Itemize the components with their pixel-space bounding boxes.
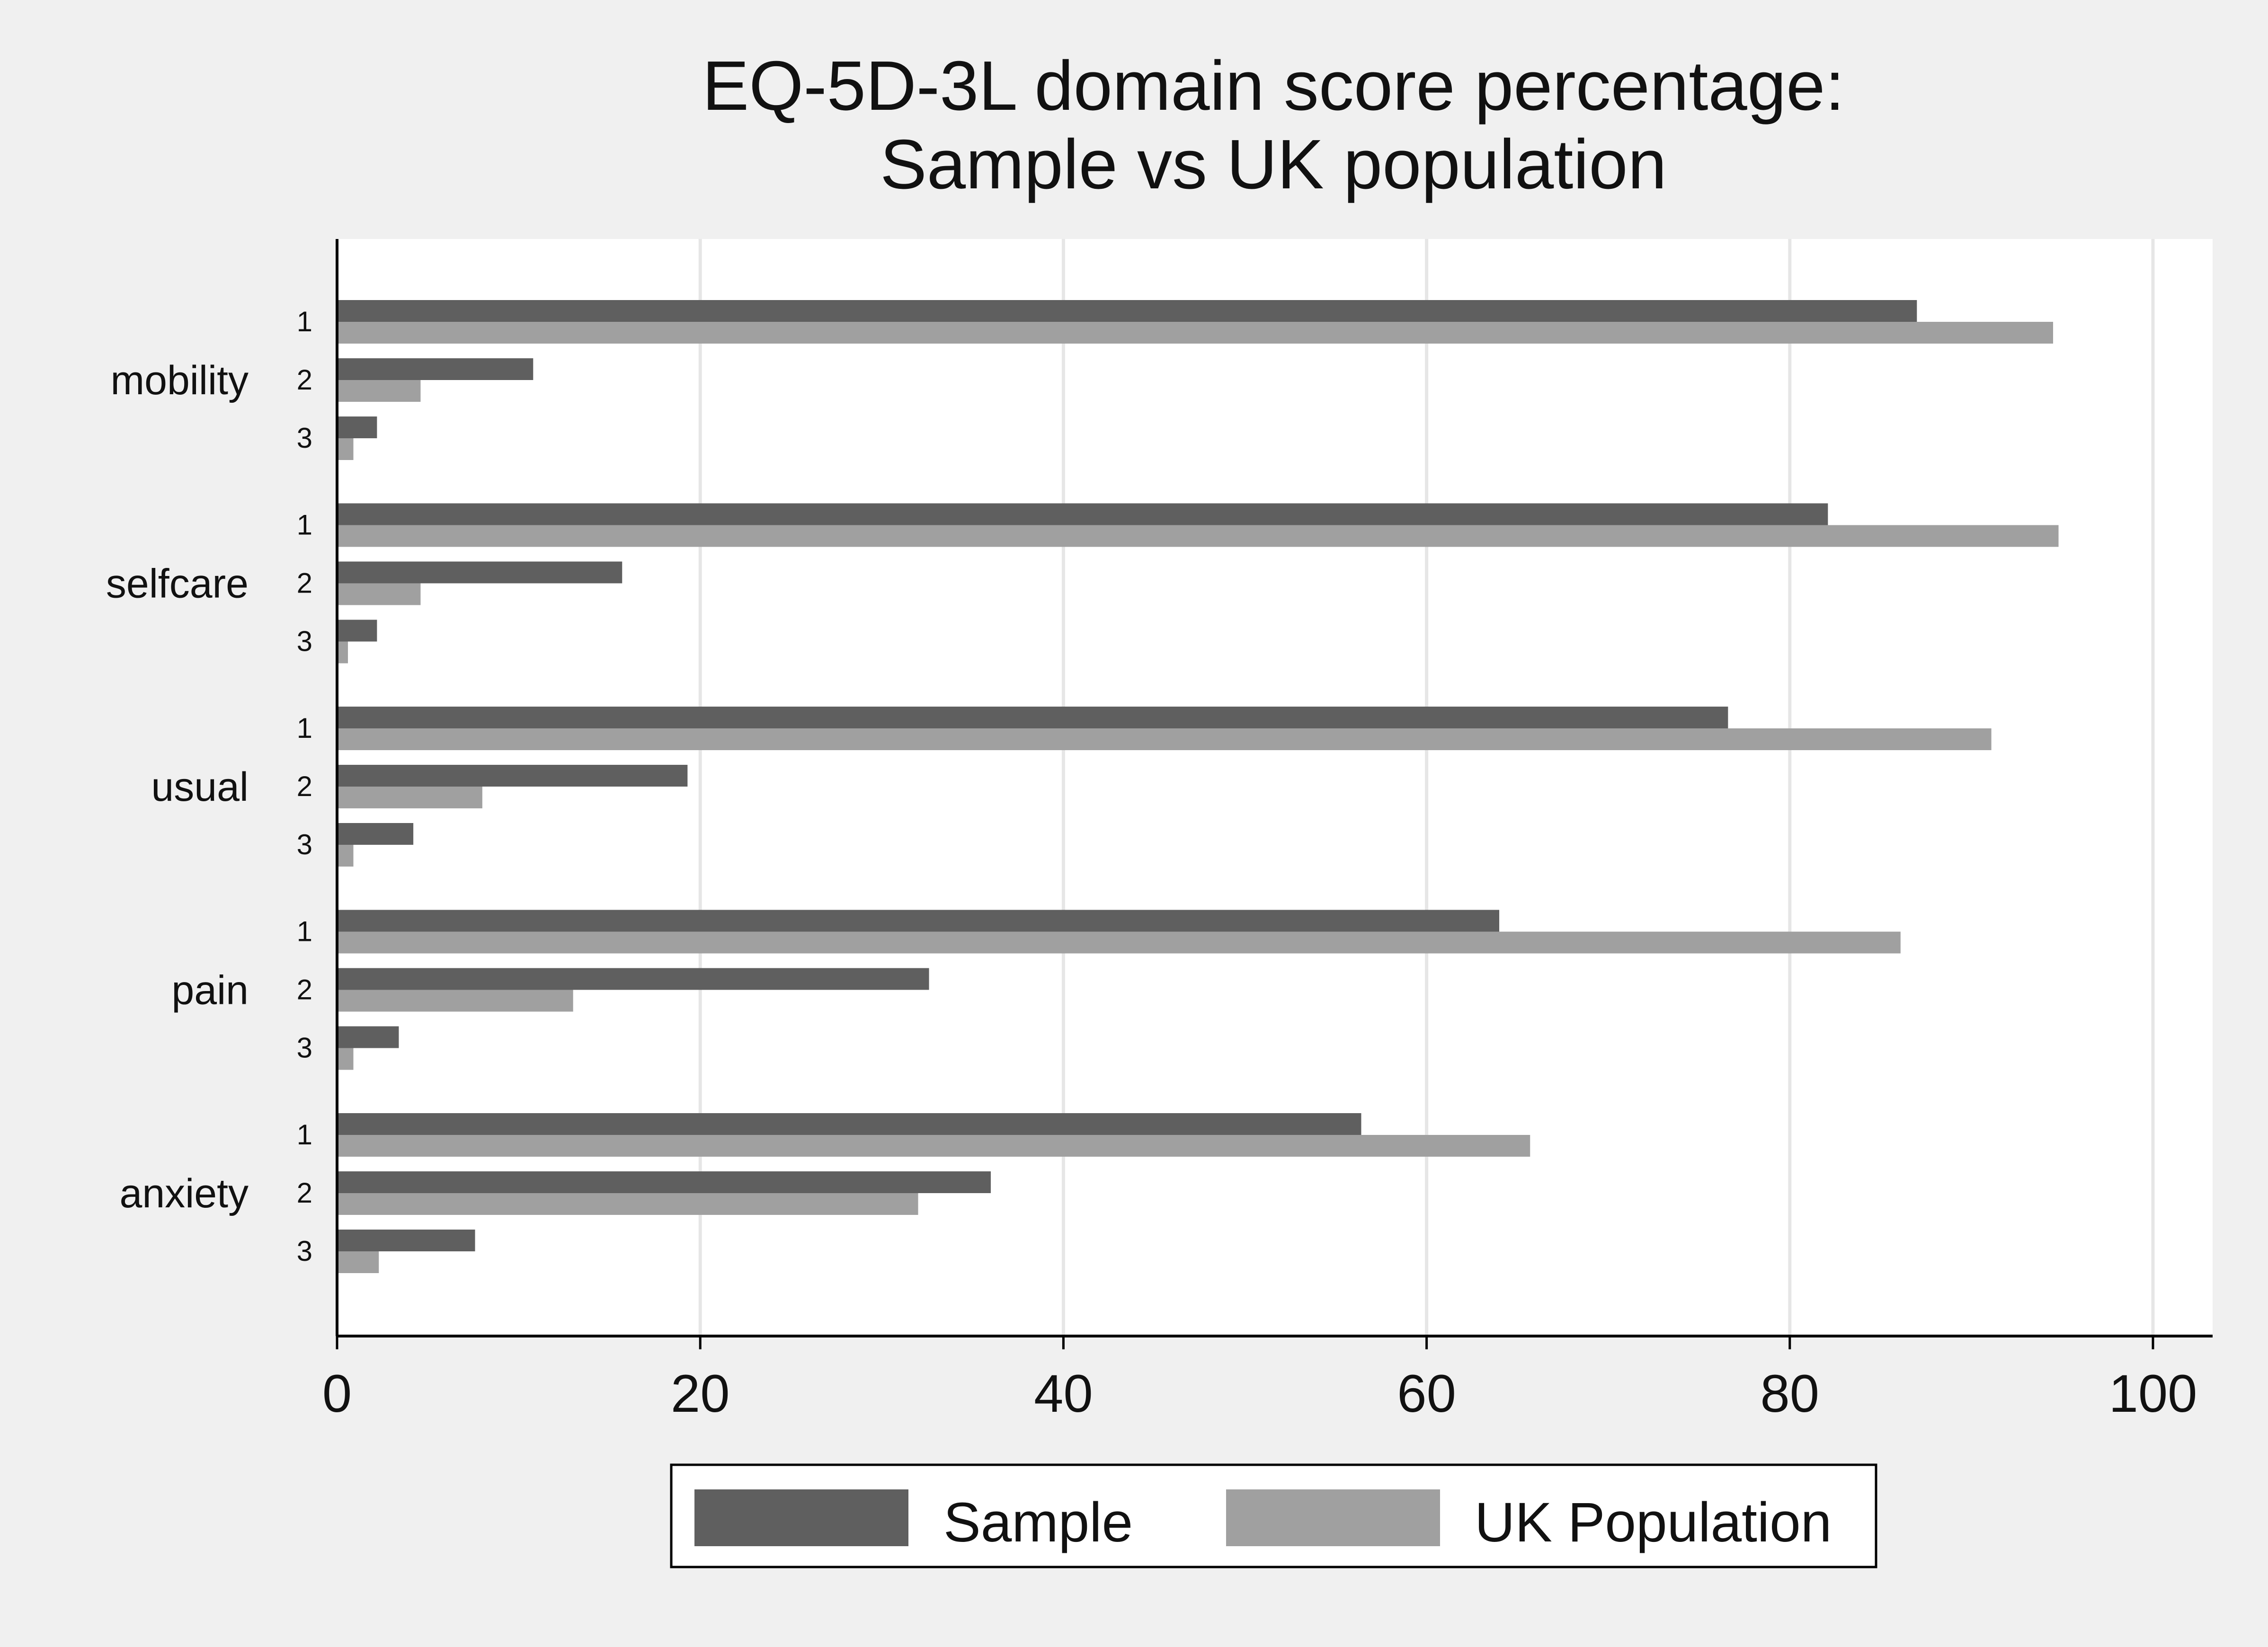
bar-sample-anxiety-3 (337, 1230, 475, 1251)
bar-uk-population-selfcare-2 (337, 583, 421, 605)
chart-title-line-2: Sample vs UK population (880, 125, 1667, 204)
bar-sample-pain-1 (337, 910, 1500, 932)
group-label-anxiety: anxiety (120, 1171, 249, 1216)
bar-uk-population-usual-2 (337, 787, 482, 808)
level-label: 1 (297, 1119, 312, 1151)
bar-sample-mobility-3 (337, 416, 377, 438)
level-label: 2 (297, 567, 312, 599)
legend-label-uk-population: UK Population (1475, 1491, 1832, 1554)
bar-uk-population-mobility-1 (337, 322, 2054, 344)
level-label: 1 (297, 509, 312, 541)
level-label: 1 (297, 712, 312, 744)
legend-swatch-sample (694, 1489, 908, 1546)
bar-sample-usual-3 (337, 823, 414, 845)
x-tick-label: 80 (1761, 1364, 1820, 1423)
bar-sample-selfcare-3 (337, 620, 377, 642)
bar-uk-population-mobility-2 (337, 380, 421, 402)
level-label: 3 (297, 1032, 312, 1064)
bar-sample-mobility-2 (337, 358, 534, 380)
bar-sample-anxiety-1 (337, 1113, 1361, 1135)
group-label-mobility: mobility (110, 358, 249, 403)
group-label-usual: usual (151, 764, 249, 810)
bar-uk-population-pain-3 (337, 1048, 354, 1070)
x-tick-label: 40 (1034, 1364, 1093, 1423)
bar-sample-usual-1 (337, 707, 1728, 728)
legend-label-sample: Sample (943, 1491, 1133, 1554)
x-tick-label: 60 (1397, 1364, 1456, 1423)
bar-sample-anxiety-2 (337, 1171, 991, 1193)
level-label: 3 (297, 422, 312, 454)
level-label: 2 (297, 364, 312, 396)
x-tick-label: 0 (322, 1364, 352, 1423)
bar-uk-population-anxiety-1 (337, 1135, 1530, 1157)
group-label-pain: pain (171, 968, 249, 1013)
bar-uk-population-mobility-3 (337, 438, 354, 460)
legend-swatch-uk-population (1226, 1489, 1440, 1546)
bar-uk-population-usual-3 (337, 845, 354, 867)
bar-sample-pain-2 (337, 968, 929, 990)
bar-sample-selfcare-2 (337, 561, 623, 584)
x-tick-label: 100 (2109, 1364, 2197, 1423)
bar-sample-usual-2 (337, 765, 688, 787)
level-label: 2 (297, 1177, 312, 1209)
level-label: 3 (297, 626, 312, 657)
bar-uk-population-pain-1 (337, 931, 1901, 954)
level-label: 3 (297, 829, 312, 860)
x-tick-label: 20 (671, 1364, 730, 1423)
bar-uk-population-usual-1 (337, 728, 1992, 750)
bar-uk-population-anxiety-3 (337, 1251, 379, 1273)
legend: Sample UK Population (670, 1463, 1877, 1568)
bar-uk-population-selfcare-1 (337, 525, 2059, 547)
level-label: 2 (297, 770, 312, 802)
x-axis-ticks: 0 20 40 60 80 100 (322, 1336, 2197, 1423)
group-label-selfcare: selfcare (106, 561, 249, 607)
level-label: 1 (297, 306, 312, 337)
bars (337, 300, 2059, 1273)
bar-sample-mobility-1 (337, 300, 1917, 322)
level-label: 2 (297, 974, 312, 1006)
bar-sample-selfcare-1 (337, 503, 1828, 525)
bar-sample-pain-3 (337, 1026, 399, 1048)
bar-uk-population-anxiety-2 (337, 1193, 918, 1215)
bar-uk-population-pain-2 (337, 990, 573, 1012)
level-label: 3 (297, 1235, 312, 1267)
y-axis-labels: mobility 1 2 3 selfcare 1 2 3 usual 1 2 3 pain 1 2 3 anx… (106, 306, 312, 1267)
level-label: 1 (297, 916, 312, 947)
bar-uk-population-selfcare-3 (337, 641, 348, 664)
chart-title-line-1: EQ-5D-3L domain score percentage: (702, 47, 1844, 125)
